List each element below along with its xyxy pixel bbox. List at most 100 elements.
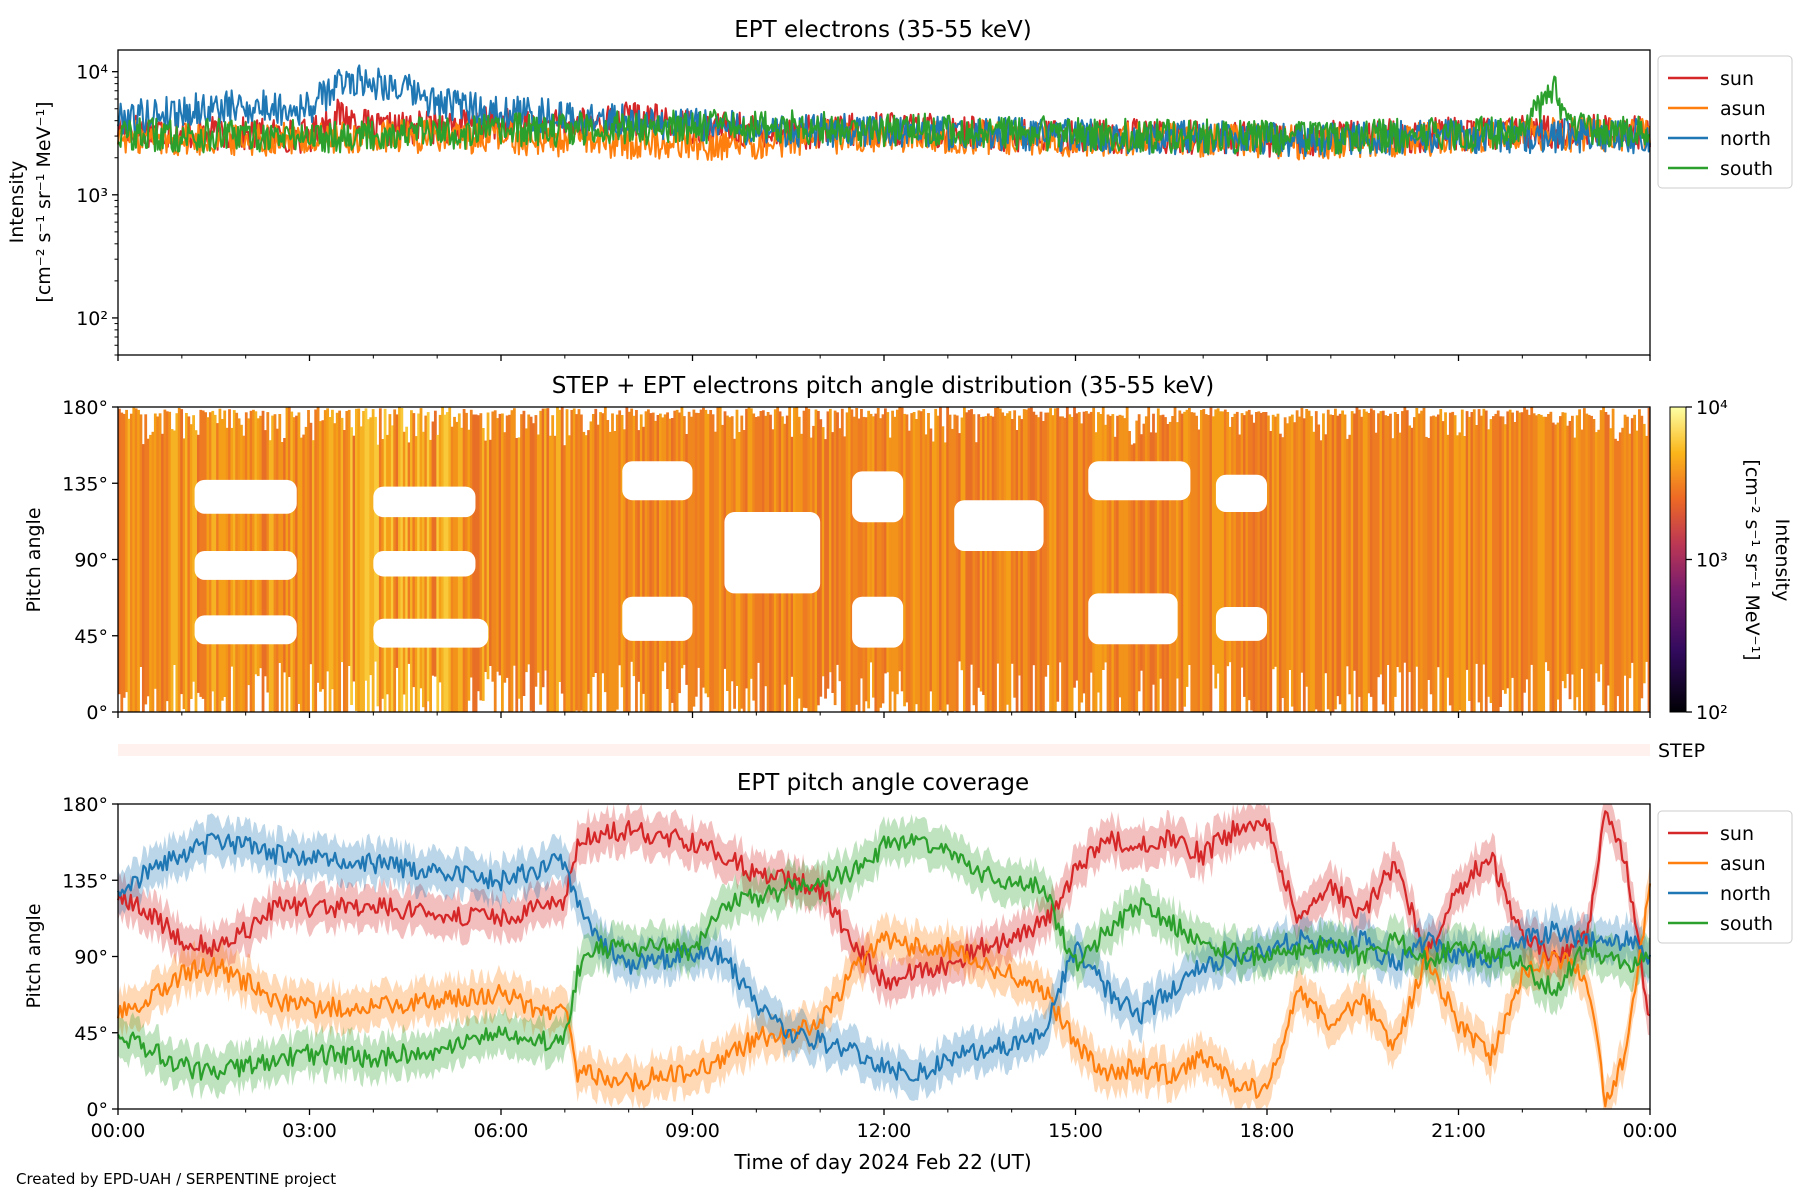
pad-column: [302, 434, 306, 712]
pad-column: [1123, 418, 1127, 712]
pad-column: [1075, 413, 1079, 681]
step-strip: [118, 744, 1650, 756]
pad-column: [520, 414, 523, 712]
pad-gap: [852, 596, 904, 648]
pad-column: [955, 415, 959, 712]
pad-column: [1381, 410, 1385, 705]
pad-column: [1245, 411, 1249, 712]
pad-column: [1456, 435, 1459, 712]
pad-gap: [1215, 474, 1267, 513]
pad-column: [1142, 423, 1146, 712]
pad-column: [141, 444, 145, 712]
series-line-south: [117, 75, 1651, 156]
pad-column: [946, 407, 950, 705]
pad-column: [1429, 416, 1433, 695]
pad-column: [1496, 410, 1500, 712]
pad-column: [1415, 408, 1419, 667]
pad-column: [1068, 414, 1072, 712]
pad-column: [718, 407, 722, 712]
pad-column: [1417, 413, 1421, 712]
pad-column: [149, 434, 152, 712]
pad-column: [146, 438, 150, 697]
pad-column: [1336, 415, 1340, 697]
pad-column: [1149, 432, 1153, 712]
pad-column: [1448, 412, 1452, 706]
pad-column: [582, 431, 586, 712]
pad-column: [1106, 414, 1110, 712]
pad-column: [352, 435, 356, 682]
pad-column: [1243, 415, 1246, 697]
pad-column: [474, 414, 478, 712]
pad-column: [1276, 413, 1280, 712]
pad-column: [374, 416, 377, 662]
x-axis-label: Time of day 2024 Feb 22 (UT): [733, 1150, 1031, 1174]
pad-column: [1207, 415, 1210, 712]
pad-column: [484, 440, 488, 672]
pad-column: [357, 408, 361, 712]
pad-column: [1362, 409, 1366, 712]
pad-column: [1109, 415, 1112, 712]
pad-column: [1164, 417, 1167, 712]
pad-column: [927, 413, 930, 712]
panel1-legend-entries: sun asun north south: [1668, 68, 1773, 180]
ytick-label: 10⁴: [76, 62, 108, 84]
pad-column: [419, 408, 423, 689]
pad-column: [939, 407, 942, 711]
pad-column: [1604, 412, 1608, 712]
pad-column: [915, 419, 918, 705]
pad-column: [481, 428, 485, 701]
pad-column: [884, 408, 887, 674]
pad-column: [163, 409, 167, 712]
pad-column: [697, 413, 701, 668]
pad-column: [1080, 423, 1084, 703]
pad-column: [256, 418, 260, 677]
pad-column: [663, 414, 667, 663]
pad-column: [1003, 415, 1007, 712]
coverage-line-south: [117, 833, 1651, 1081]
pad-column: [668, 418, 672, 712]
intensity-panel: EPT electrons (35-55 keV) 10⁴ 10³ 10² Inte…: [6, 17, 1793, 361]
coverage-band-south: [118, 814, 1650, 1100]
pad-column: [1585, 413, 1589, 712]
pad-column: [900, 407, 904, 692]
pad-column: [642, 426, 646, 694]
pad-column: [489, 439, 492, 666]
colorbar-tick-label: 10³: [1696, 550, 1728, 572]
pad-column: [493, 410, 497, 712]
pad-column: [608, 431, 612, 712]
pad-column: [479, 413, 483, 701]
pad-column: [254, 411, 258, 675]
pad-column: [144, 414, 148, 705]
pad-column: [1360, 416, 1364, 712]
pad-column: [1525, 409, 1529, 680]
panel3-legend-box: [1657, 810, 1793, 944]
pad-column: [1544, 416, 1548, 663]
pad-column: [876, 408, 880, 712]
pad-column: [1278, 433, 1282, 712]
pad-column: [1144, 416, 1148, 712]
pad-column: [170, 429, 174, 712]
pad-column: [824, 439, 827, 699]
pad-gap: [373, 618, 489, 648]
pad-column: [998, 408, 1002, 712]
pad-column: [682, 416, 686, 665]
pad-column: [895, 409, 899, 695]
pad-column: [161, 433, 164, 712]
xtick-label: 00:00: [91, 1120, 146, 1142]
pad-column: [1125, 407, 1129, 712]
pad-column: [872, 416, 875, 698]
pad-column: [469, 409, 473, 678]
pad-column: [127, 418, 131, 712]
pad-column: [1288, 416, 1292, 670]
pad-column: [498, 413, 502, 676]
pad-column: [1295, 410, 1299, 712]
pad-column: [362, 411, 365, 712]
panel1-title: EPT electrons (35-55 keV): [734, 17, 1031, 43]
pad-column: [1130, 444, 1134, 712]
pad-column: [1499, 416, 1502, 707]
xtick-label: 00:00: [1623, 1120, 1678, 1142]
pad-column: [1614, 438, 1617, 712]
pad-column: [189, 424, 193, 699]
pad-column: [1235, 411, 1239, 712]
pad-column: [1470, 412, 1474, 712]
